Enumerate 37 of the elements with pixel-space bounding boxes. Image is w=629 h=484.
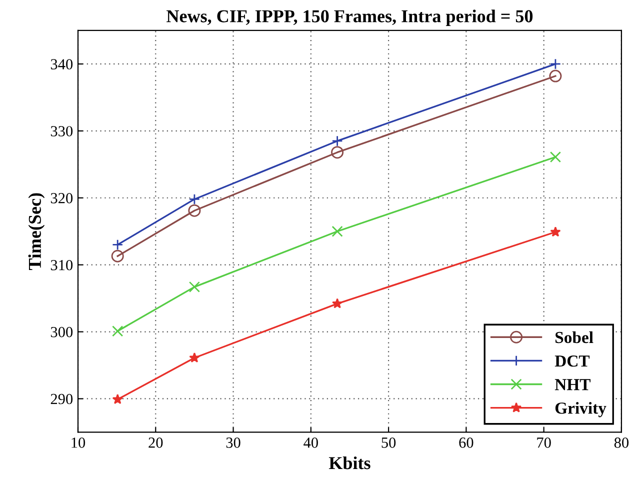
x-tick-label: 20 <box>148 438 163 448</box>
point <box>550 226 561 237</box>
y-tick-label: 330 <box>50 126 73 136</box>
x-tick-label: 10 <box>72 438 86 448</box>
legend-label: DCT <box>554 355 590 367</box>
point <box>332 226 343 237</box>
point <box>188 194 200 205</box>
x-tick-label: 40 <box>304 438 318 448</box>
point <box>331 146 344 159</box>
y-tick-label: 340 <box>50 59 73 70</box>
y-tick-label: 290 <box>50 394 73 404</box>
y-tick-label: 320 <box>50 193 73 204</box>
x-tick-label: 70 <box>537 438 551 448</box>
point <box>550 58 562 70</box>
x-tick-label: 60 <box>459 438 474 448</box>
x-tick-label: 30 <box>226 438 240 448</box>
x-tick-label: 80 <box>614 438 629 448</box>
y-tick-label: 300 <box>50 326 73 338</box>
legend-label: NHT <box>554 379 590 390</box>
x-tick-label: 50 <box>382 438 396 448</box>
chart-title: News, CIF, IPPP, 150 Frames, Intra period = 50 <box>166 10 533 26</box>
point <box>332 298 343 308</box>
legend-label: Grivity <box>555 402 606 418</box>
point <box>111 250 124 262</box>
y-tick-label: 310 <box>50 260 73 270</box>
y-axis-title: Time(Sec) <box>28 193 45 270</box>
legend-label: Sobel <box>556 331 594 344</box>
point <box>112 326 124 337</box>
x-axis-title: Kbits <box>328 456 370 470</box>
point <box>112 239 124 250</box>
point <box>188 204 201 217</box>
point <box>188 281 200 292</box>
point <box>112 394 123 404</box>
point <box>550 151 562 163</box>
point <box>332 135 343 147</box>
point <box>549 70 562 82</box>
point <box>189 352 200 363</box>
